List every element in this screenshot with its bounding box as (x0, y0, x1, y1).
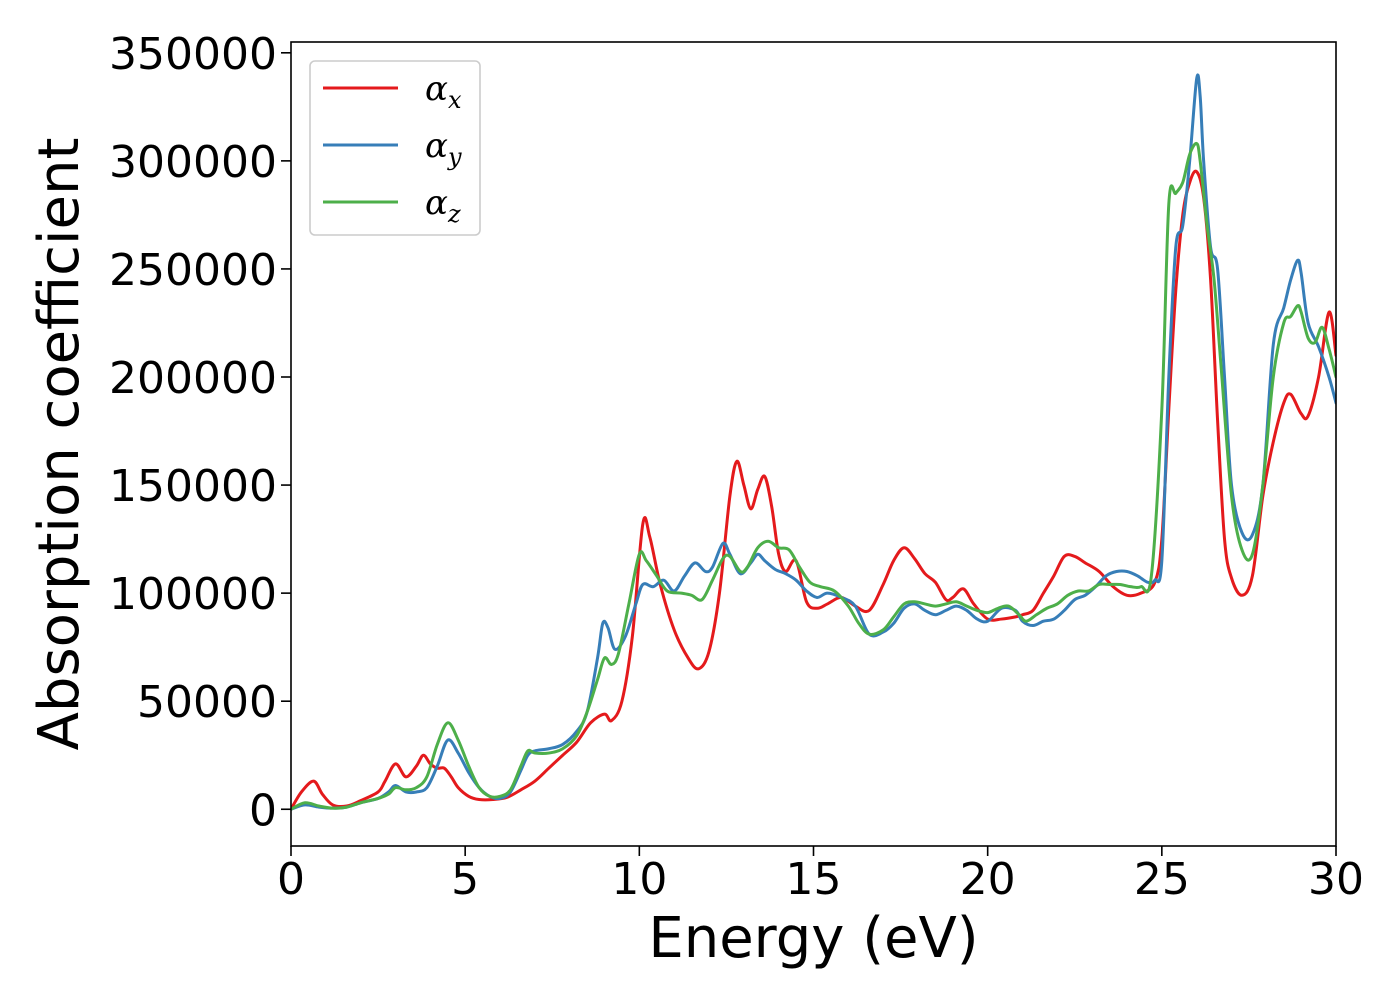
x-tick-label: 25 (1134, 854, 1190, 905)
y-tick-label: 0 (249, 785, 277, 836)
series-line-z (291, 141, 1336, 811)
legend-item-x: αx (323, 69, 462, 114)
legend-symbol: α (425, 126, 448, 166)
y-tick-label: 250000 (109, 245, 277, 296)
legend-subscript: x (448, 86, 462, 114)
y-axis-title: Absorption coefficient (27, 138, 92, 751)
legend-label: αy (425, 126, 462, 171)
legend-symbol: α (425, 183, 448, 223)
y-tick-label: 350000 (109, 29, 277, 80)
legend-subscript: z (447, 200, 461, 228)
x-tick-label: 30 (1308, 854, 1364, 905)
x-axis: 0 5 10 15 20 25 30 (277, 846, 1364, 905)
series-line-y (291, 73, 1336, 811)
y-tick-label: 200000 (109, 353, 277, 404)
x-tick-label: 15 (786, 854, 842, 905)
x-tick-label: 5 (451, 854, 479, 905)
legend-item-y: αy (323, 126, 462, 171)
x-axis-title: Energy (eV) (648, 906, 978, 971)
legend-symbol: α (425, 69, 448, 109)
x-tick-label: 0 (277, 854, 305, 905)
y-tick-label: 100000 (109, 569, 277, 620)
legend-box (309, 60, 481, 236)
legend-label: αx (425, 69, 462, 114)
legend-subscript: y (447, 143, 462, 171)
x-tick-label: 10 (611, 854, 667, 905)
legend-item-z: αz (323, 183, 461, 228)
y-tick-label: 300000 (109, 137, 277, 188)
series-layer (291, 73, 1336, 811)
y-tick-label: 50000 (137, 677, 277, 728)
legend-label: αz (425, 183, 461, 228)
y-axis: 0 50000 100000 150000 200000 250000 300000 3500… (109, 29, 291, 836)
x-tick-label: 20 (960, 854, 1016, 905)
y-tick-label: 150000 (109, 461, 277, 512)
series-line-x (291, 169, 1336, 811)
